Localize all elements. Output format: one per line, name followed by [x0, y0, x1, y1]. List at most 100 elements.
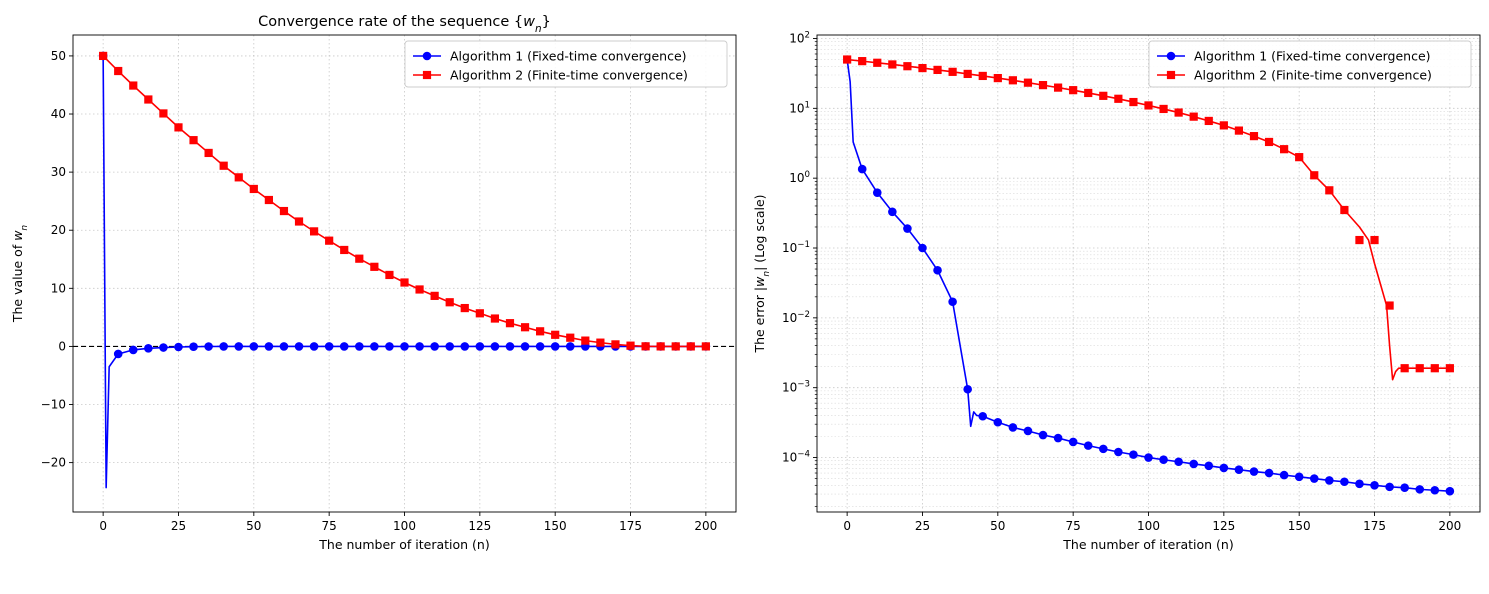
series-2-point — [159, 109, 168, 118]
series-1-point — [1144, 453, 1153, 462]
series-1-point — [204, 342, 213, 351]
series-2-point — [581, 336, 590, 345]
series-1-point — [948, 297, 957, 307]
y-axis-label-var: w — [752, 276, 767, 287]
series-1-point — [1189, 459, 1199, 469]
y-tick-exp: −3 — [797, 380, 810, 390]
x-tick-label: 200 — [694, 519, 717, 533]
series-2-point — [460, 303, 469, 313]
series-2-point — [1385, 301, 1394, 310]
chart-2: 0 25 50 75 100 125 150 175 20010−410−310−210−110… — [752, 30, 1481, 552]
series-1-point — [385, 342, 394, 351]
series-2-point — [249, 184, 258, 194]
series-1-point — [1279, 470, 1289, 480]
series-2-point — [219, 161, 228, 170]
x-tick-label: 75 — [1066, 519, 1081, 533]
x-tick-label: 125 — [1212, 519, 1235, 533]
series-2-point — [858, 57, 867, 66]
series-1-point — [1400, 483, 1409, 492]
y-tick-label: 10−2 — [782, 310, 810, 325]
y-tick-base: 10 — [789, 31, 804, 45]
series-2-point — [1400, 364, 1409, 373]
series-2-point — [1219, 121, 1228, 130]
series-2-point — [1249, 132, 1259, 141]
x-tick-label: 50 — [246, 519, 261, 533]
series-1-point — [1430, 485, 1440, 495]
series-1-point — [535, 342, 545, 351]
series-2-point — [1340, 205, 1349, 215]
series-1-point — [1445, 486, 1455, 496]
legend-marker — [422, 70, 432, 80]
y-tick-exp: −1 — [797, 240, 810, 250]
series-2-point — [671, 342, 680, 351]
x-tick-label: 175 — [619, 519, 642, 533]
series-2-point — [1295, 153, 1304, 162]
series-1-point — [113, 349, 123, 359]
series-1-point — [1249, 467, 1259, 476]
series-1-point — [550, 342, 560, 351]
series-1-point — [370, 342, 379, 351]
y-tick-base: 10 — [789, 171, 804, 185]
series-1-point — [159, 343, 168, 352]
series-2-point — [1445, 364, 1454, 373]
y-axis-label-sub: n — [20, 225, 30, 231]
legend-entry-label: Algorithm 2 (Finite-time convergence) — [450, 68, 688, 83]
series-2-point — [325, 236, 334, 245]
series-2-point — [490, 314, 500, 323]
legend-entry-label: Algorithm 1 (Fixed-time convergence) — [1194, 49, 1431, 64]
plot-area — [843, 55, 1455, 496]
series-1-point — [309, 342, 319, 351]
y-tick-exp: 1 — [805, 100, 811, 110]
series-1-point — [963, 384, 972, 394]
series-2-point — [903, 62, 912, 71]
legend-entry-label: Algorithm 2 (Finite-time convergence) — [1194, 68, 1432, 83]
y-tick-exp: 0 — [805, 170, 811, 180]
series-2-point — [99, 51, 108, 61]
x-tick-label: 175 — [1363, 519, 1386, 533]
series-1-point — [128, 345, 138, 355]
y-axis-label: The value of wn — [10, 225, 30, 324]
y-tick-label: 101 — [789, 100, 810, 115]
legend: Algorithm 1 (Fixed-time convergence) Algo… — [1148, 40, 1472, 88]
series-1-point — [1023, 426, 1033, 436]
series-1-point — [1204, 461, 1214, 471]
plot-area — [98, 51, 711, 489]
series-2-point — [385, 270, 394, 280]
y-tick-label: 102 — [789, 30, 810, 45]
series-1-point — [1083, 441, 1093, 450]
series-2-point — [1114, 94, 1123, 103]
y-axis-label-sub: n — [762, 271, 772, 277]
series-2-point — [551, 330, 560, 339]
series-1-point — [1219, 463, 1229, 473]
series-1-point — [294, 342, 304, 351]
y-tick-label: 0 — [58, 339, 66, 353]
series-1-point — [144, 344, 153, 353]
series-2-point — [536, 327, 545, 336]
x-tick-label: 200 — [1438, 519, 1461, 533]
series-1-point — [219, 342, 228, 351]
series-1-point — [565, 342, 575, 351]
x-tick-label: 100 — [393, 519, 416, 533]
series-2-point — [656, 342, 665, 351]
series-2-point — [843, 55, 852, 64]
series-1-point — [1370, 481, 1379, 490]
series-1-point — [189, 342, 198, 352]
series-2-point — [1159, 104, 1168, 114]
series-2-point — [144, 95, 153, 104]
series-2-point — [701, 342, 710, 351]
series-2-point — [1129, 97, 1138, 107]
series-1-point — [1098, 444, 1108, 454]
series-2-point — [204, 148, 213, 158]
y-tick-label: −10 — [41, 398, 66, 412]
series-1-point — [1068, 437, 1078, 447]
series-2-point — [1069, 86, 1078, 95]
series-2-point — [1325, 186, 1334, 195]
series-2-point — [888, 60, 897, 69]
series-1-point — [415, 342, 424, 351]
chart-title-suffix: } — [542, 14, 551, 30]
series-2-point — [520, 323, 530, 332]
y-tick-base: 10 — [782, 241, 797, 255]
series-1-point — [1385, 482, 1394, 492]
series-2-point — [445, 298, 454, 307]
series-2-point — [189, 136, 198, 145]
